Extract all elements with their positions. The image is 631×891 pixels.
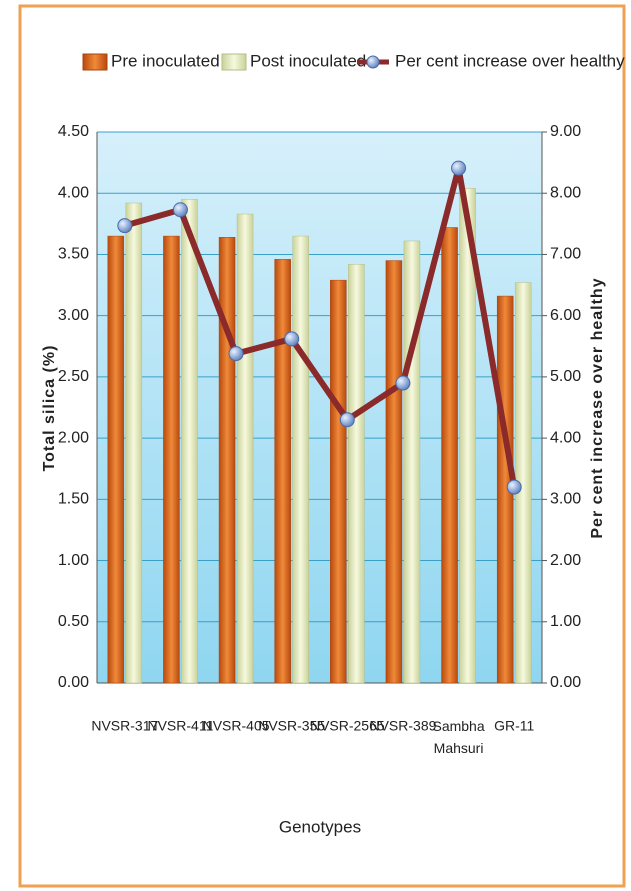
x-tick-label: NVSR-389 (369, 718, 436, 734)
y-tick-label: 1.00 (58, 552, 89, 569)
y-tick-label: 0.00 (58, 674, 89, 691)
x-tick-label: NVSR-2565 (310, 718, 385, 734)
y2-tick-label: 5.00 (550, 368, 581, 385)
line-marker (451, 160, 467, 176)
line-marker (284, 331, 300, 347)
line-marker (506, 479, 522, 495)
bar (403, 240, 421, 684)
y-tick-label: 1.50 (58, 491, 89, 508)
x-tick-label: NVSR-411 (147, 718, 213, 734)
bar (348, 263, 365, 684)
legend-label: Pre inoculated (111, 51, 220, 70)
bar (163, 235, 180, 684)
frame (18, 4, 626, 888)
x-axis-label: Genotypes (279, 817, 361, 836)
y2-tick-label: 4.00 (550, 429, 581, 446)
bar (441, 227, 458, 684)
x-tick-label: NVSR-355 (258, 718, 325, 734)
y-tick-label: 2.00 (58, 429, 89, 446)
x-tick-label: NVSR-317 (91, 718, 158, 734)
legend-swatch (366, 55, 380, 69)
y-tick-label: 3.00 (58, 307, 89, 324)
line-marker (172, 202, 188, 218)
bar (236, 213, 254, 684)
line-marker (117, 218, 133, 234)
bar (292, 235, 309, 684)
bar (181, 199, 198, 684)
x-tick-label: NVSR-405 (203, 718, 270, 734)
y-tick-label: 4.50 (58, 123, 89, 140)
line (123, 165, 518, 488)
y2-tick-label: 7.00 (550, 246, 581, 263)
y2-axis-label: Per cent increase over healthy (589, 277, 606, 538)
x-tick-label: Sambha Mahsuri (432, 718, 484, 756)
bar (385, 260, 403, 684)
y-tick-label: 4.00 (58, 184, 89, 201)
legend-label: Per cent increase over healthy (395, 51, 625, 70)
legend-label: Post inoculated (250, 51, 366, 70)
y2-tick-label: 0.00 (550, 674, 581, 691)
y2-tick-label: 3.00 (550, 491, 581, 508)
y2-tick-label: 9.00 (550, 123, 581, 140)
bar (107, 235, 125, 684)
x-tick-label: GR-11 (494, 718, 534, 734)
legend-swatch (221, 53, 247, 71)
y2-tick-label: 6.00 (550, 307, 581, 324)
y-axis-label: Total silica (%) (41, 345, 58, 472)
legend-swatch (82, 53, 108, 71)
bar (274, 259, 291, 684)
y2-tick-label: 8.00 (550, 184, 581, 201)
bar (459, 188, 476, 684)
y-tick-label: 0.50 (58, 613, 89, 630)
y-tick-label: 2.50 (58, 368, 89, 385)
bar (125, 202, 143, 684)
line-marker (395, 375, 411, 391)
line-marker (339, 412, 355, 428)
line-marker (228, 346, 244, 362)
y2-tick-label: 1.00 (550, 613, 581, 630)
y2-tick-label: 2.00 (550, 552, 581, 569)
bar (330, 279, 347, 684)
bar (218, 237, 236, 684)
y-tick-label: 3.50 (58, 246, 89, 263)
